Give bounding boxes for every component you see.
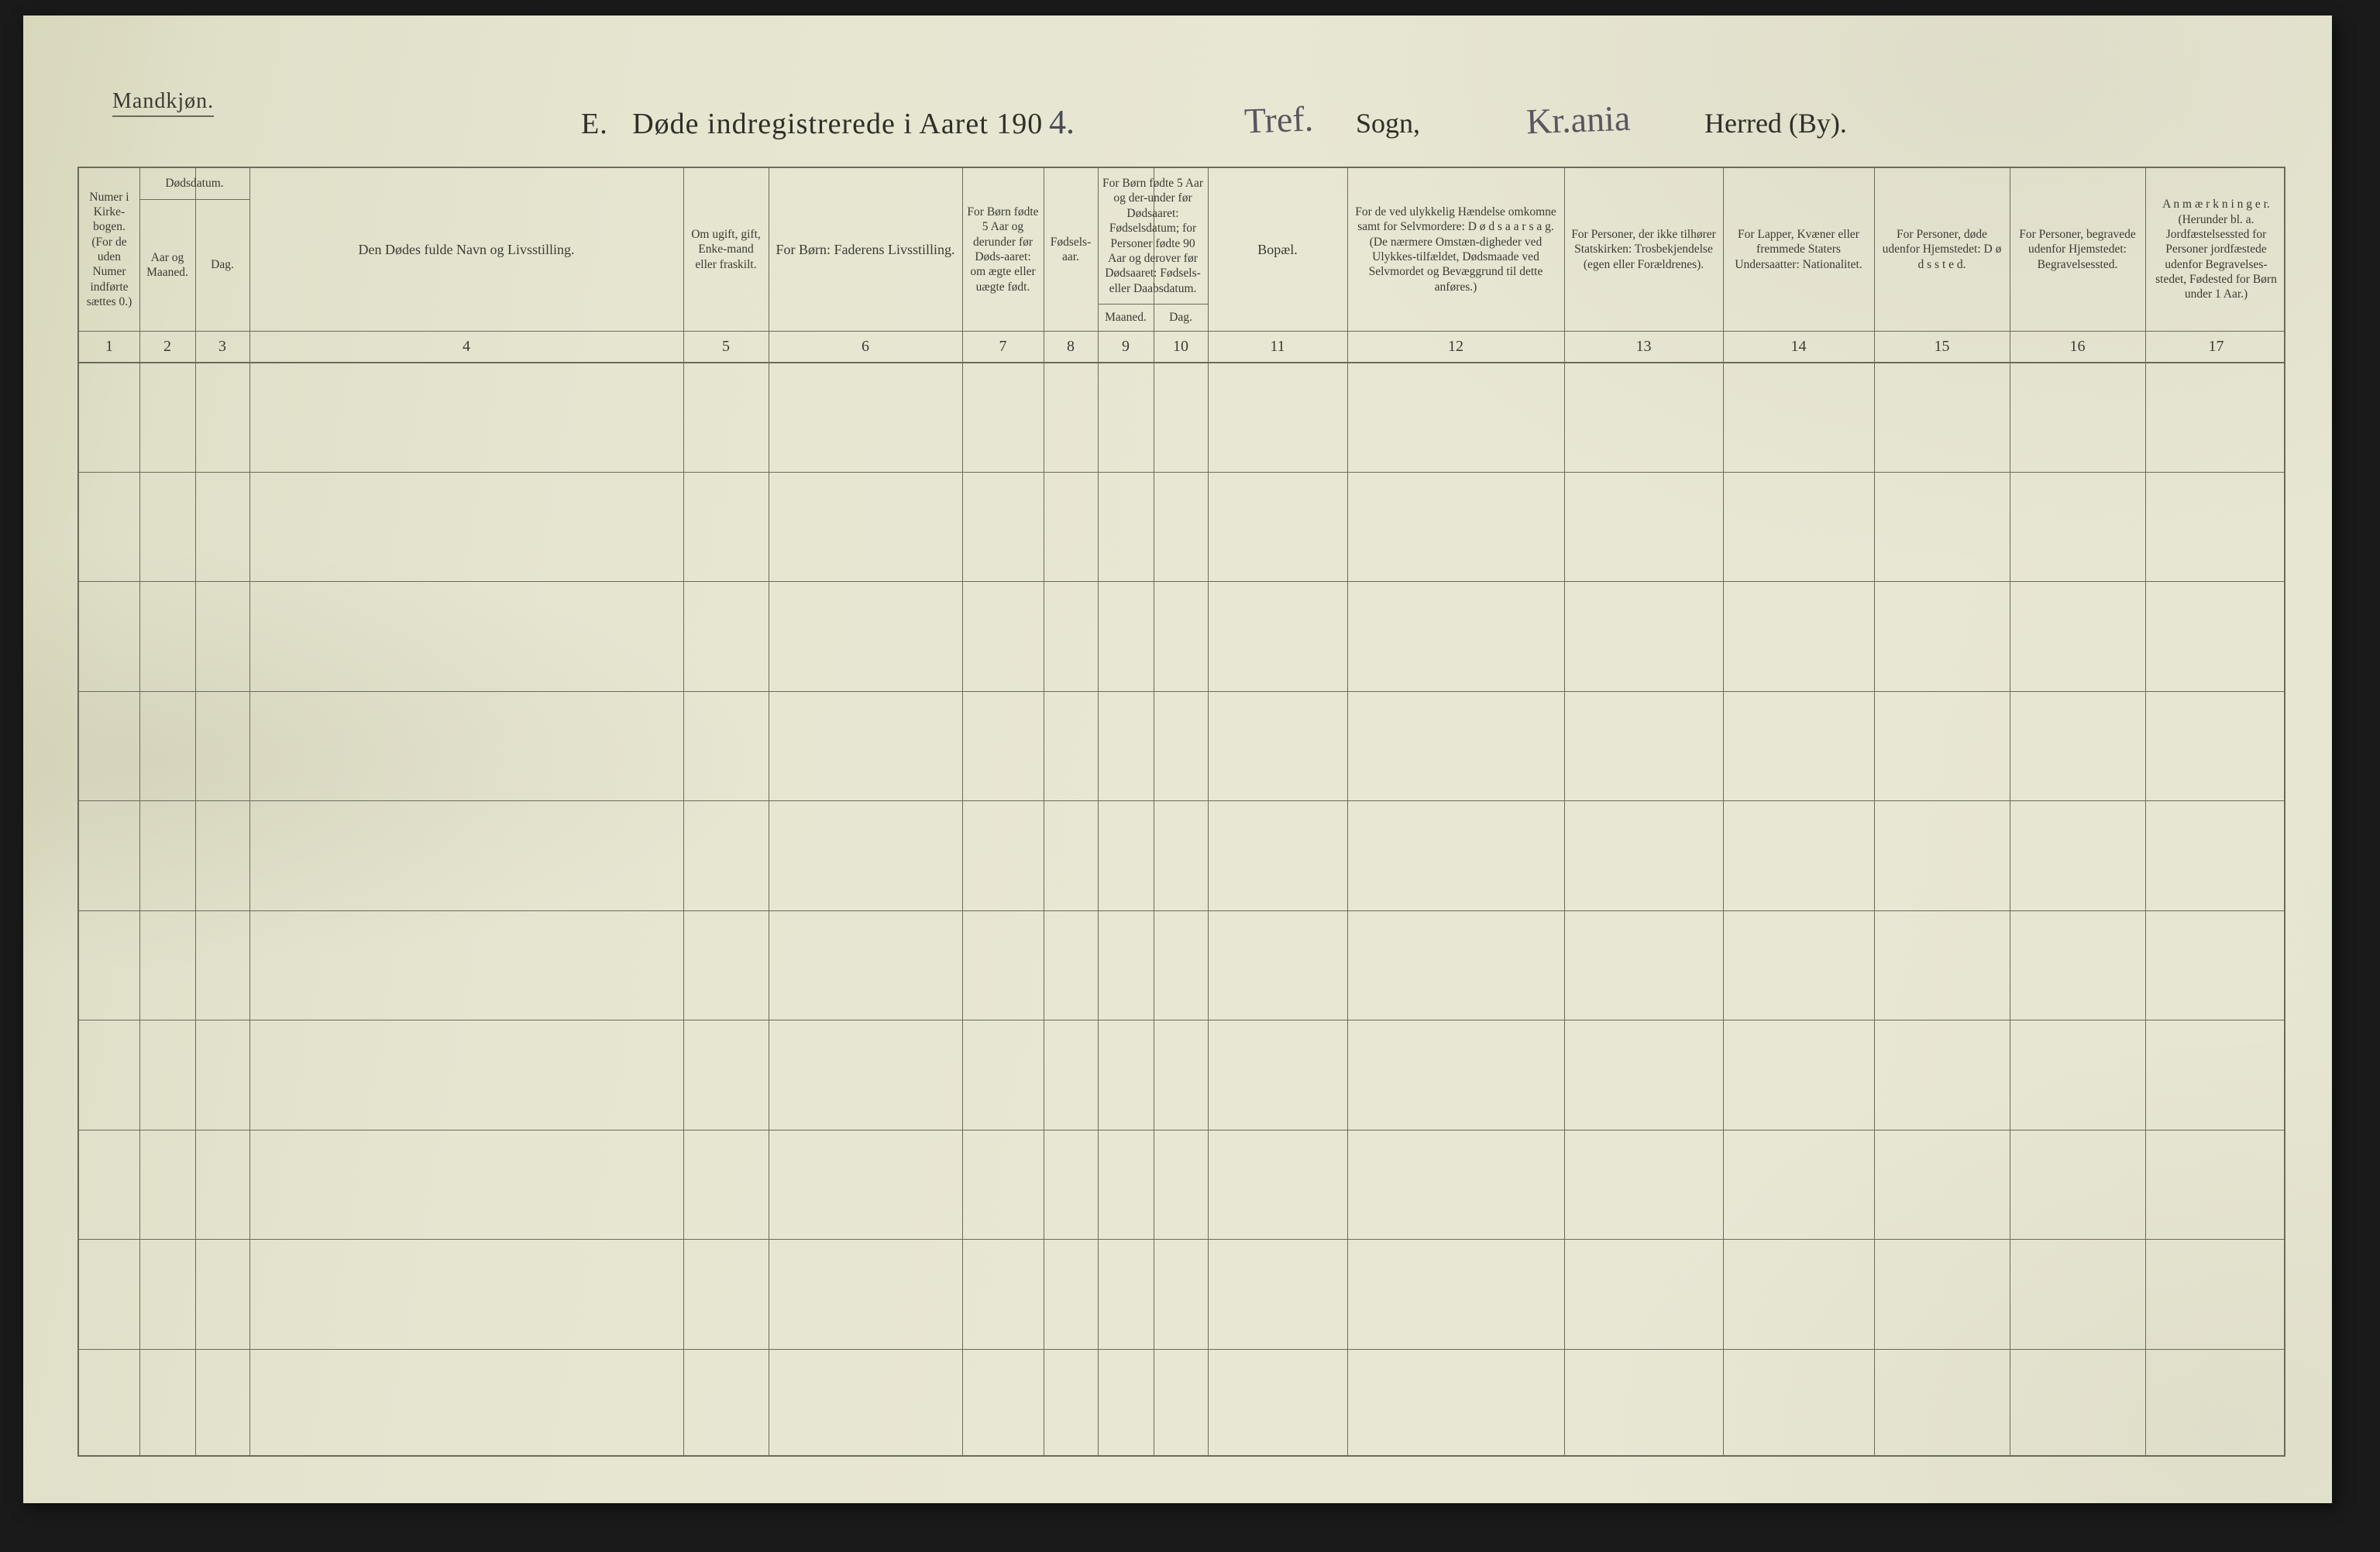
- column-header: Om ugift, gift, Enke-mand eller fraskilt…: [683, 168, 769, 331]
- column-header: Aar og Maaned.: [139, 199, 195, 331]
- table-row-divider: [79, 1239, 2284, 1240]
- herred-handwritten: Kr.ania: [1525, 98, 1631, 143]
- ledger-table: 1Numer i Kirke-bogen. (For de uden Numer…: [77, 167, 2285, 1457]
- column-number: 2: [139, 332, 195, 360]
- sogn-handwritten: Tref.: [1243, 98, 1314, 141]
- column-number: 16: [2010, 332, 2145, 360]
- column-header: Numer i Kirke-bogen. (For de uden Numer …: [79, 168, 139, 331]
- column-header: Dag.: [1154, 304, 1208, 331]
- column-header: Den Dødes fulde Navn og Livsstilling.: [249, 168, 683, 331]
- column-divider: [1208, 168, 1209, 1455]
- column-header: For Børn: Faderens Livsstilling.: [769, 168, 962, 331]
- column-number: 13: [1564, 332, 1723, 360]
- column-header: Bopæl.: [1208, 168, 1347, 331]
- column-number: 8: [1044, 332, 1098, 360]
- column-divider: [195, 168, 196, 1455]
- column-number: 4: [249, 332, 683, 360]
- column-header: For Børn fødte 5 Aar og derunder før Død…: [962, 168, 1044, 331]
- column-divider: [1347, 168, 1348, 1455]
- column-divider: [683, 168, 684, 1455]
- column-divider: [249, 168, 250, 1455]
- column-number: 17: [2145, 332, 2287, 360]
- column-header: For de ved ulykkelig Hændelse omkomne sa…: [1347, 168, 1564, 331]
- column-group-header: Dødsdatum.: [139, 168, 249, 199]
- column-divider: [962, 168, 963, 1455]
- column-number: 9: [1098, 332, 1154, 360]
- column-number: 5: [683, 332, 769, 360]
- column-header: Maaned.: [1098, 304, 1154, 331]
- column-number: 1: [79, 332, 139, 360]
- title-text: Døde indregistrerede i Aaret 190: [632, 108, 1043, 140]
- column-number: 11: [1208, 332, 1347, 360]
- column-number: 3: [195, 332, 249, 360]
- column-header: Fødsels-aar.: [1044, 168, 1098, 331]
- column-header: For Lapper, Kvæner eller fremmede Stater…: [1723, 168, 1874, 331]
- column-number: 15: [1874, 332, 2010, 360]
- table-row-divider: [79, 472, 2284, 473]
- title-row: E. Døde indregistrerede i Aaret 190 4. T…: [23, 107, 2332, 153]
- column-divider: [1874, 168, 1875, 1455]
- table-row-divider: [79, 691, 2284, 692]
- year-handwritten: 4.: [1049, 102, 1075, 142]
- column-number: 10: [1154, 332, 1208, 360]
- column-divider: [2145, 168, 2146, 1455]
- column-header: A n m æ r k n i n g e r. (Herunder bl. a…: [2145, 168, 2287, 331]
- column-number: 7: [962, 332, 1044, 360]
- column-number: 12: [1347, 332, 1564, 360]
- table-row-divider: [79, 581, 2284, 582]
- ledger-page: Mandkjøn. E. Døde indregistrerede i Aare…: [23, 15, 2332, 1503]
- table-row-divider: [79, 910, 2284, 911]
- table-row-divider: [79, 800, 2284, 801]
- column-number: 6: [769, 332, 962, 360]
- sogn-label: Sogn,: [1356, 107, 1420, 139]
- column-divider: [1723, 168, 1724, 1455]
- table-row-divider: [79, 1349, 2284, 1350]
- column-divider: [1564, 168, 1565, 1455]
- title-prefix: E.: [581, 108, 608, 140]
- column-number: 14: [1723, 332, 1874, 360]
- column-group-header: For Børn fødte 5 Aar og der-under før Dø…: [1098, 168, 1208, 304]
- column-header: Dag.: [195, 199, 249, 331]
- column-header: For Personer, begravede udenfor Hjemsted…: [2010, 168, 2145, 331]
- column-header: For Personer, døde udenfor Hjemstedet: D…: [1874, 168, 2010, 331]
- herred-label: Herred (By).: [1704, 107, 1847, 139]
- column-divider: [1098, 168, 1099, 1455]
- column-header: For Personer, der ikke tilhører Statskir…: [1564, 168, 1723, 331]
- form-title: E. Døde indregistrerede i Aaret 190: [581, 107, 1043, 141]
- column-divider: [139, 168, 140, 1455]
